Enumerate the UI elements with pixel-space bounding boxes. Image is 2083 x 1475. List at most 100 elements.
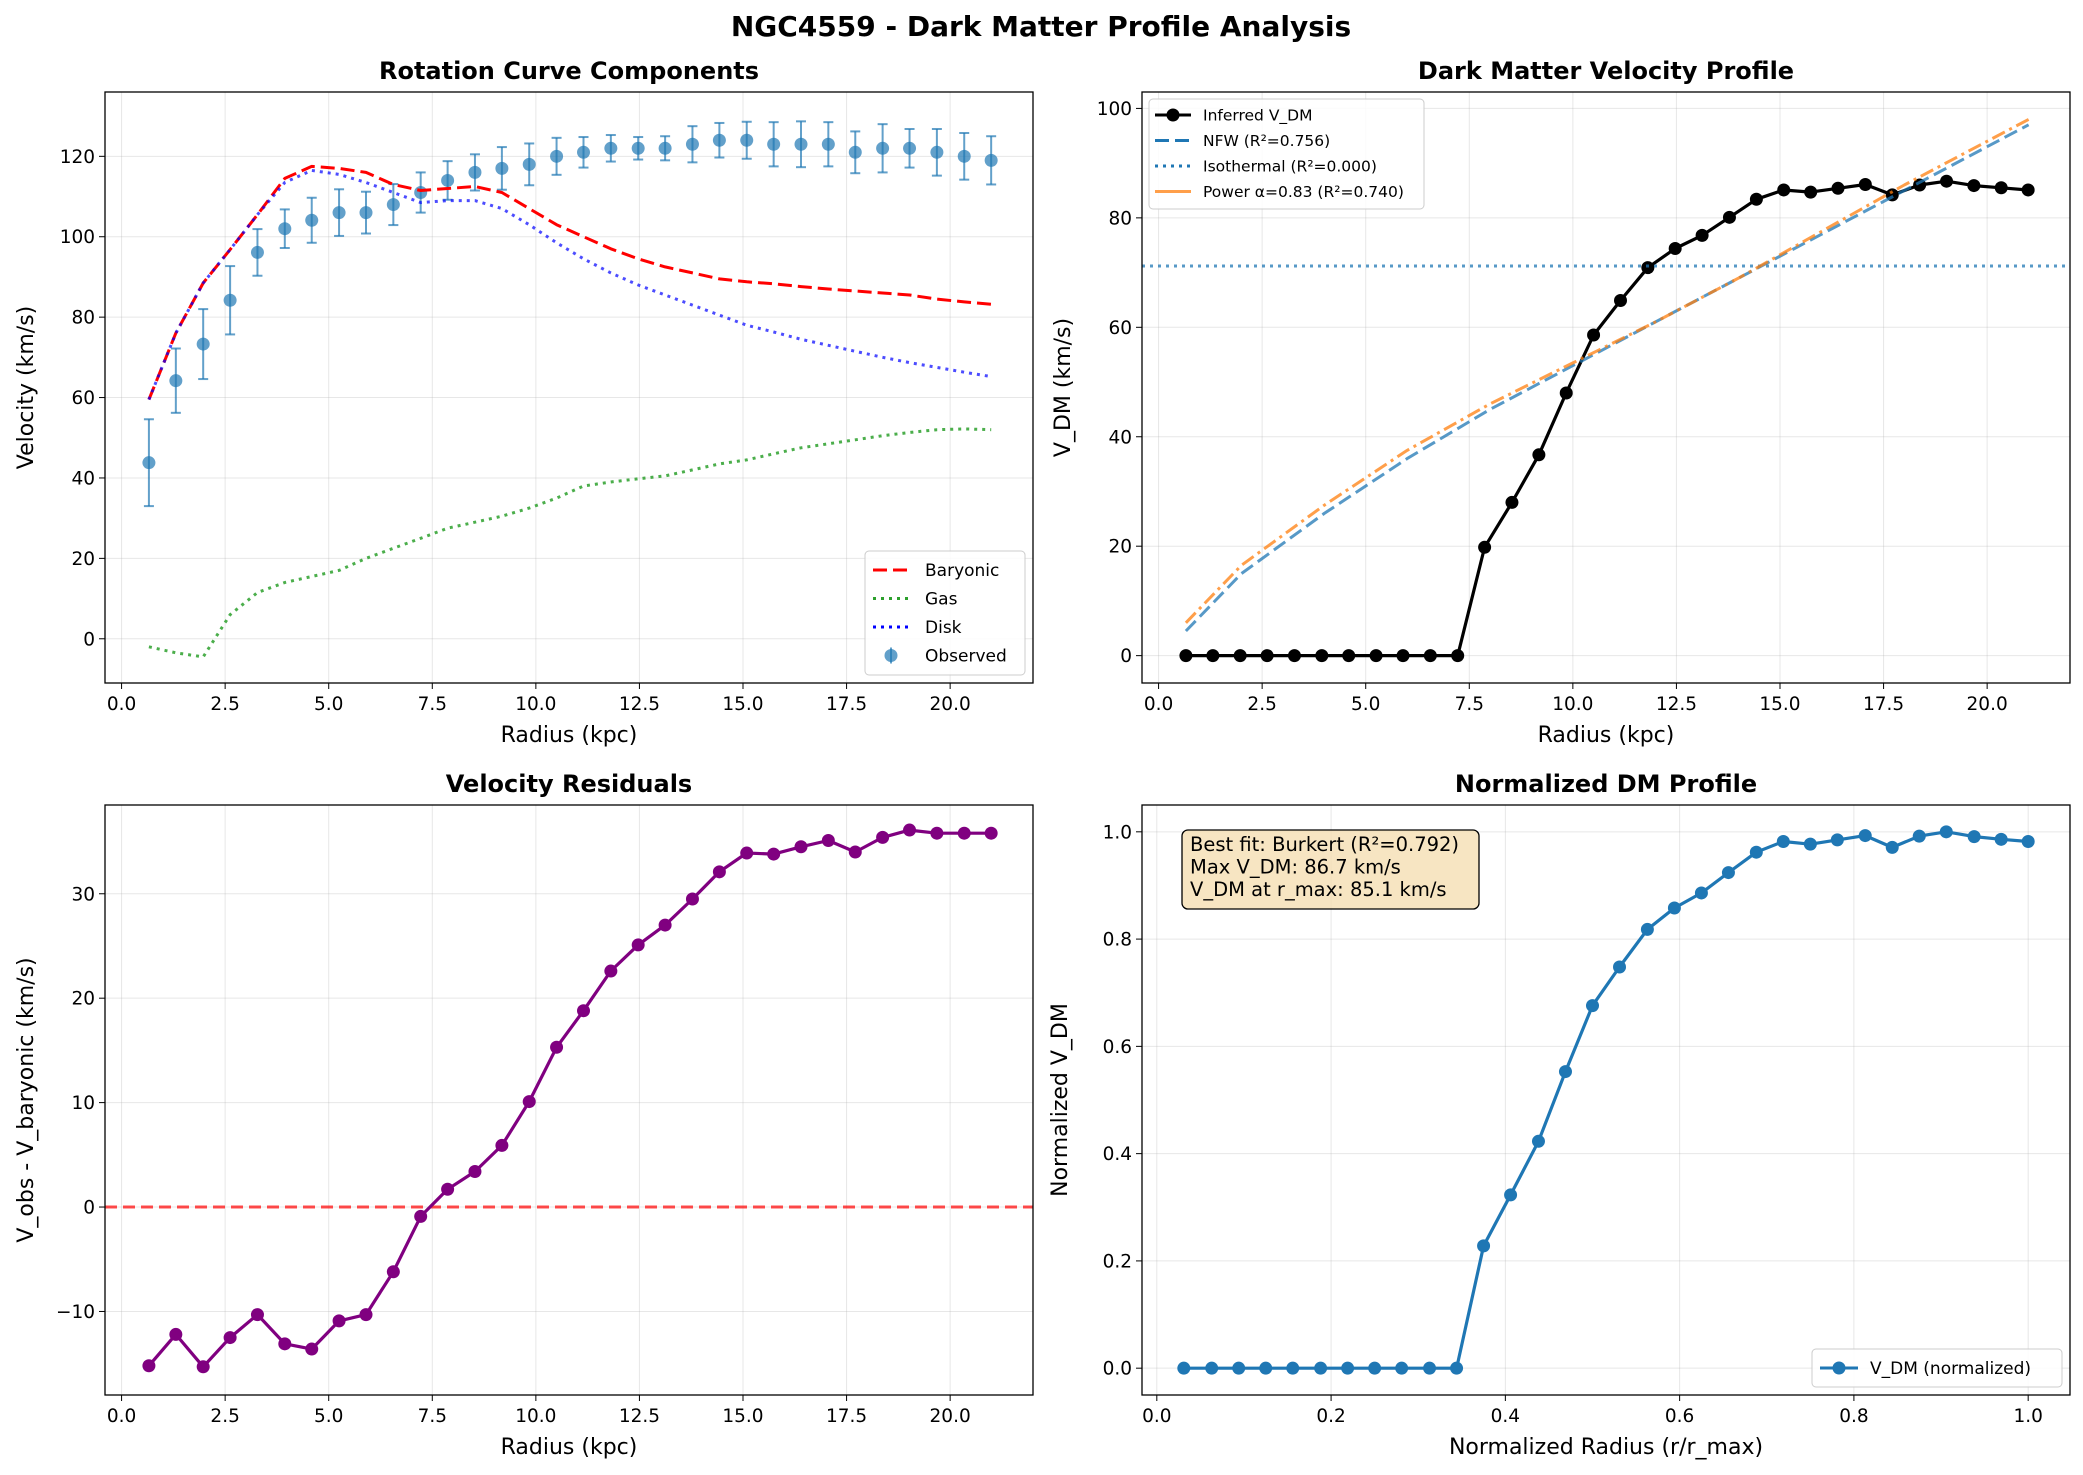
x-axis-label: Radius (kpc) (501, 1435, 638, 1460)
y-axis-label: Normalized V_DM (1048, 1003, 1073, 1197)
series-observed (142, 120, 998, 508)
data-point (196, 1360, 210, 1374)
data-point (1260, 649, 1274, 663)
data-point (278, 222, 292, 236)
x-tick-label: 7.5 (418, 694, 447, 715)
series-inferred-v-dm (1179, 174, 2035, 663)
data-point (142, 456, 156, 470)
x-tick-label: 20.0 (1967, 694, 2008, 715)
data-point (1776, 834, 1790, 848)
data-point (278, 1337, 292, 1351)
data-point (1722, 210, 1736, 224)
data-point (1994, 832, 2008, 846)
y-tick-label: 40 (71, 468, 95, 489)
data-point (414, 186, 428, 200)
y-tick-label: 60 (1108, 318, 1132, 339)
data-point (1341, 1361, 1355, 1375)
data-point (821, 834, 835, 848)
y-tick-label: 20 (1108, 537, 1132, 558)
data-point (1477, 1239, 1491, 1253)
legend-swatch (884, 649, 898, 662)
plot-area (1177, 825, 2035, 1375)
y-tick-label: −10 (56, 1302, 95, 1323)
data-point (821, 137, 835, 151)
data-point (1749, 845, 1763, 859)
legend-box (1811, 1348, 2063, 1388)
figure-title: NGC4559 - Dark Matter Profile Analysis (731, 10, 1351, 43)
legend-label: Isothermal (R²=0.000) (1203, 158, 1377, 176)
subplot-2: 0.0 2.5 5.0 7.5 10.0 12.5 15.0 17.5 20.0 0 20 40 60 8… (1051, 57, 2071, 748)
data-point (2021, 183, 2035, 197)
y-tick-label: 60 (71, 388, 95, 409)
data-point (740, 133, 754, 147)
data-point (1531, 1134, 1545, 1148)
data-point (1967, 830, 1981, 844)
y-tick-label: 0.2 (1103, 1251, 1132, 1272)
y-tick-label: 80 (1108, 208, 1132, 229)
data-point (712, 133, 726, 147)
axes-frame (1141, 91, 2071, 684)
legend-label: Baryonic (925, 561, 999, 581)
series-line (1184, 118, 2030, 624)
data-point (876, 830, 890, 844)
x-tick-label: 0.8 (1839, 1406, 1868, 1427)
data-point (1206, 649, 1220, 663)
data-point (658, 918, 672, 932)
data-point (1613, 960, 1627, 974)
legend: V_DM (normalized) (1811, 1348, 2063, 1388)
data-point (522, 1095, 536, 1109)
legend-swatch (1166, 108, 1180, 122)
data-point (1994, 181, 2008, 195)
x-axis-label: Radius (kpc) (1538, 723, 1675, 748)
x-tick-label: 17.5 (826, 1406, 867, 1427)
annotation-box: Best fit: Burkert (R²=0.792)Max V_DM: 86… (1181, 829, 1480, 910)
data-point (359, 1308, 373, 1322)
data-point (1314, 1361, 1328, 1375)
y-axis-label: V_DM (km/s) (1051, 318, 1076, 457)
x-tick-label: 12.5 (1656, 694, 1697, 715)
data-point (305, 213, 319, 227)
y-tick-label: 120 (60, 147, 95, 168)
data-point (468, 1165, 482, 1179)
x-tick-label: 7.5 (418, 1406, 447, 1427)
y-tick-label: 30 (71, 884, 95, 905)
series-baryonic (147, 164, 992, 401)
y-tick-label: 100 (1097, 99, 1132, 120)
x-tick-label: 5.0 (1351, 694, 1380, 715)
data-point (2021, 834, 2035, 848)
data-point (1396, 649, 1410, 663)
data-point (1233, 649, 1247, 663)
data-point (305, 1342, 319, 1356)
y-tick-label: 40 (1108, 427, 1132, 448)
x-tick-label: 5.0 (314, 1406, 343, 1427)
data-point (1858, 829, 1872, 843)
data-point (984, 153, 998, 167)
x-tick-label: 2.5 (1247, 694, 1276, 715)
y-tick-label: 0 (83, 1198, 95, 1219)
data-point (577, 1004, 590, 1018)
data-point (1368, 1361, 1382, 1375)
data-point (495, 161, 509, 175)
data-point (1504, 1188, 1518, 1202)
annotation-line: Max V_DM: 86.7 km/s (1190, 856, 1401, 879)
x-tick-label: 20.0 (930, 1406, 971, 1427)
data-point (522, 157, 536, 171)
y-tick-label: 20 (71, 989, 95, 1010)
x-tick-label: 10.0 (1552, 694, 1593, 715)
axes-frame (104, 804, 1034, 1396)
legend-label: V_DM (normalized) (1870, 1359, 2031, 1379)
y-tick-label: 0.6 (1103, 1037, 1132, 1058)
data-point (1342, 649, 1356, 663)
x-tick-label: 15.0 (1759, 694, 1800, 715)
data-point (1232, 1361, 1246, 1375)
axes-frame (1141, 804, 2071, 1396)
data-point (794, 840, 808, 854)
data-point (441, 1182, 455, 1196)
data-point (577, 145, 590, 159)
series-power-0-83-r-0-740 (1184, 118, 2030, 624)
x-tick-label: 2.5 (210, 1406, 239, 1427)
x-tick-label: 0.0 (1144, 694, 1173, 715)
legend-label: Power α=0.83 (R²=0.740) (1203, 183, 1404, 201)
x-tick-label: 0.0 (107, 694, 136, 715)
